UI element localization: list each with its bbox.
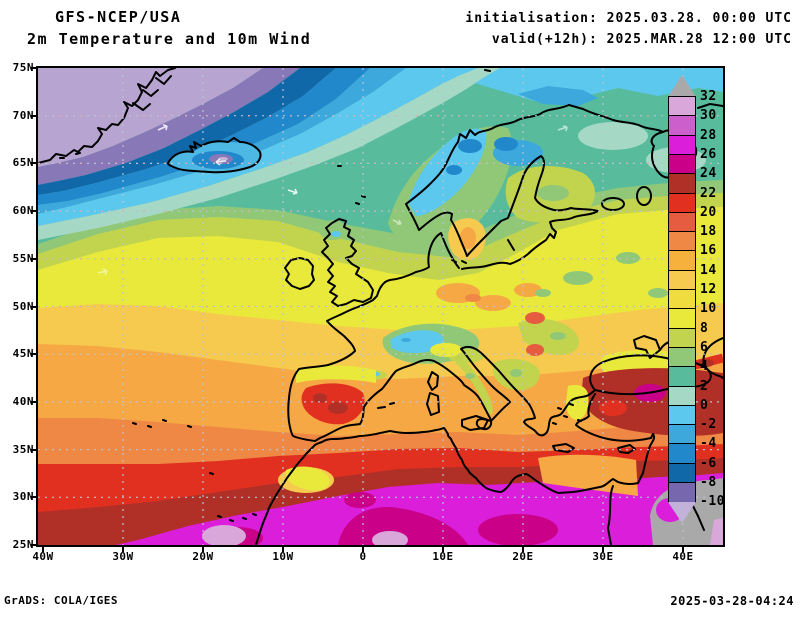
colorbar-boundary-label: 30 bbox=[700, 108, 717, 124]
colorbar-segment bbox=[668, 424, 696, 445]
lon-tick-mark bbox=[682, 545, 684, 552]
init-time: initialisation: 2025.03.28. 00:00 UTC bbox=[465, 11, 792, 26]
lon-tick-mark bbox=[442, 545, 444, 552]
lat-tick-mark bbox=[31, 162, 38, 165]
colorbar-boundary-label: 14 bbox=[700, 262, 717, 278]
wind-arrows-layer bbox=[97, 124, 568, 276]
colorbar-segment bbox=[668, 308, 696, 330]
lon-tick-label: 20W bbox=[192, 550, 214, 563]
colorbar-boundary-label: 22 bbox=[700, 185, 717, 201]
lon-tick-label: 20E bbox=[512, 550, 534, 563]
colorbar-boundary-label: 2 bbox=[700, 378, 709, 394]
lat-tick-mark bbox=[31, 353, 38, 356]
lon-tick-label: 40E bbox=[672, 550, 694, 563]
coastlines-layer bbox=[37, 67, 724, 546]
lon-tick-label: 10W bbox=[272, 550, 294, 563]
colorbar-boundary-label: 20 bbox=[700, 204, 717, 220]
temperature-layer bbox=[38, 68, 725, 558]
colorbar-boundary-label: 26 bbox=[700, 146, 717, 162]
colorbar-segment bbox=[668, 405, 696, 426]
title-block: GFS-NCEP/USA 2m Temperature and 10m Wind bbox=[27, 6, 311, 50]
colorbar-boundary-label: -2 bbox=[700, 417, 717, 433]
colorbar-segment bbox=[668, 96, 696, 117]
colorbar-segment bbox=[668, 154, 696, 175]
colorbar-segment bbox=[668, 386, 696, 407]
lat-tick-label: 45N bbox=[12, 347, 34, 361]
lat-tick-label: 70N bbox=[12, 108, 34, 122]
generation-timestamp: 2025-03-28-04:24 bbox=[670, 594, 794, 608]
colorbar-boundary-label: 0 bbox=[700, 397, 709, 413]
lat-tick-mark bbox=[31, 400, 38, 403]
colorbar-segment bbox=[668, 115, 696, 137]
colorbar-boundary-label: 24 bbox=[700, 166, 717, 182]
colorbar-segment bbox=[668, 366, 696, 388]
lat-tick-mark bbox=[31, 544, 38, 546]
colorbar-segment bbox=[668, 250, 696, 272]
colorbar-boundary-label: 4 bbox=[700, 359, 709, 375]
colorbar-boundary-label: 32 bbox=[700, 89, 717, 104]
lat-tick-mark bbox=[31, 210, 38, 213]
temperature-field-map bbox=[37, 67, 725, 558]
colorbar-segment bbox=[668, 173, 696, 195]
lon-tick-label: 30E bbox=[592, 550, 614, 563]
lat-tick-mark bbox=[31, 114, 38, 117]
lon-tick-mark bbox=[122, 545, 124, 552]
colorbar-segment bbox=[668, 193, 696, 214]
lon-tick-mark bbox=[282, 545, 284, 552]
colorbar-boundary-label: 18 bbox=[700, 224, 717, 240]
lat-tick-label: 50N bbox=[12, 299, 34, 313]
colorbar-boundary-label: -6 bbox=[700, 455, 717, 471]
lat-tick-mark bbox=[31, 305, 38, 308]
lon-tick-mark bbox=[522, 545, 524, 552]
model-title: GFS-NCEP/USA bbox=[55, 8, 182, 26]
colorbar-segment bbox=[668, 463, 696, 484]
colorbar-boundary-label: -10 bbox=[700, 494, 725, 510]
colorbar-segment bbox=[668, 135, 696, 156]
lat-tick-mark bbox=[31, 496, 38, 499]
lon-tick-label: 40W bbox=[32, 550, 54, 563]
lat-tick-label: 75N bbox=[12, 61, 34, 74]
colorbar-segment bbox=[668, 289, 696, 310]
lon-tick-label: 30W bbox=[112, 550, 134, 563]
colorbar-segment bbox=[668, 212, 696, 233]
lon-tick-mark bbox=[602, 545, 604, 552]
lat-tick-mark bbox=[31, 67, 38, 69]
colorbar-boundary-label: 8 bbox=[700, 320, 709, 336]
colorbar-segment bbox=[668, 231, 696, 252]
lon-tick-label: 10E bbox=[432, 550, 454, 563]
colorbar-below-min-triangle bbox=[668, 502, 696, 523]
colorbar-segment bbox=[668, 443, 696, 465]
colorbar-segment bbox=[668, 482, 696, 503]
lat-tick-label: 55N bbox=[12, 251, 34, 265]
lat-tick-label: 60N bbox=[12, 204, 34, 218]
colorbar-segment bbox=[668, 270, 696, 291]
lat-tick-label: 40N bbox=[12, 394, 34, 408]
valid-time: valid(+12h): 2025.MAR.28 12:00 UTC bbox=[491, 32, 792, 47]
colorbar-boundary-label: 12 bbox=[700, 282, 717, 297]
colorbar-boundary-label: 10 bbox=[700, 301, 717, 317]
colorbar-boundary-label: 6 bbox=[700, 339, 709, 355]
colorbar-above-max-triangle bbox=[668, 75, 696, 97]
map-canvas bbox=[36, 66, 725, 558]
lon-tick-mark bbox=[362, 545, 364, 552]
colorbar-segment bbox=[668, 347, 696, 368]
chart-subtitle: 2m Temperature and 10m Wind bbox=[27, 30, 312, 48]
lat-tick-mark bbox=[31, 448, 38, 451]
lat-tick-mark bbox=[31, 257, 38, 260]
colorbar-boundary-label: 16 bbox=[700, 243, 717, 259]
colorbar-boundary-label: -8 bbox=[700, 475, 717, 490]
lon-tick-label: 0 bbox=[359, 550, 367, 563]
lat-tick-label: 35N bbox=[12, 442, 34, 456]
colorbar-segment bbox=[668, 328, 696, 349]
run-info-block: initialisation: 2025.03.28. 00:00 UTC val… bbox=[465, 8, 792, 50]
colorbar-boundary-label: 28 bbox=[700, 127, 717, 143]
lon-tick-mark bbox=[202, 545, 204, 552]
grads-credit: GrADS: COLA/IGES bbox=[4, 594, 118, 607]
lat-tick-label: 65N bbox=[12, 156, 34, 170]
lat-tick-label: 25N bbox=[12, 538, 34, 551]
lat-tick-label: 30N bbox=[12, 490, 34, 504]
lon-tick-mark bbox=[42, 545, 44, 552]
colorbar-boundary-label: -4 bbox=[700, 436, 717, 452]
